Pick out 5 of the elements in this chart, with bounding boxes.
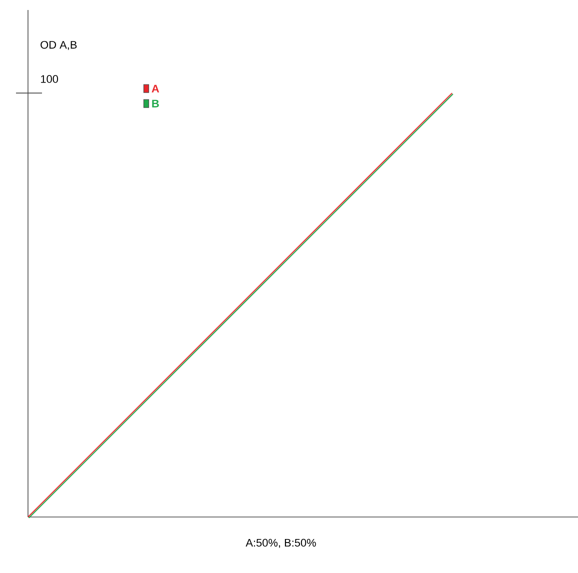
x-axis-title: A:50%, B:50% xyxy=(246,538,316,548)
legend-label: B xyxy=(152,100,159,108)
text: 100 xyxy=(41,75,58,83)
legend-label: A xyxy=(152,84,160,92)
y-axis-title: OD A,B xyxy=(40,40,77,50)
